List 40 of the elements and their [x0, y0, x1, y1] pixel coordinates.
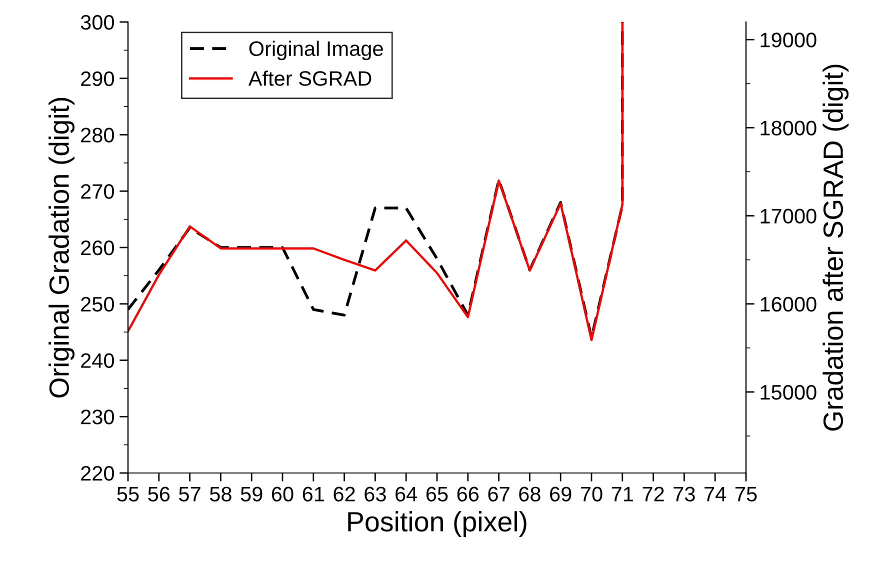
y2-tick-label: 19000 — [760, 32, 816, 48]
x-tick-label: 68 — [519, 486, 540, 502]
legend-label: After SGRAD — [248, 70, 372, 86]
x-tick-label: 59 — [240, 486, 262, 502]
y-tick-label: 290 — [81, 71, 114, 86]
x-tick-label: 64 — [396, 486, 418, 502]
x-tick-label: 58 — [210, 486, 232, 502]
y2-tick-label: 17000 — [760, 208, 816, 224]
legend-label: Original Image — [249, 40, 383, 60]
x-tick-label: 57 — [179, 486, 200, 502]
x-tick-label: 74 — [704, 486, 726, 502]
x-axis-title: Position (pixel) — [348, 511, 526, 538]
y-tick-label: 250 — [81, 296, 114, 312]
x-tick-label: 69 — [550, 486, 572, 502]
y-tick-label: 240 — [81, 353, 114, 368]
x-tick-label: 67 — [488, 486, 510, 502]
x-tick-label: 65 — [426, 486, 448, 502]
y2-axis-title: Gradation after SGRAD (digit) — [822, 64, 849, 431]
x-tick-label: 75 — [735, 486, 757, 502]
y-tick-label: 260 — [81, 240, 114, 256]
x-tick-label: 55 — [117, 486, 139, 502]
x-tick-label: 71 — [612, 486, 633, 502]
y-tick-label: 220 — [81, 466, 114, 481]
x-tick-label: 73 — [674, 486, 695, 502]
x-tick-label: 61 — [302, 486, 324, 502]
x-tick-label: 70 — [580, 486, 602, 502]
y2-tick-label: 18000 — [760, 120, 816, 136]
y-tick-label: 300 — [80, 15, 114, 30]
x-tick-label: 66 — [457, 486, 479, 502]
y-tick-label: 270 — [81, 184, 114, 199]
x-tick-label: 63 — [364, 486, 386, 502]
x-tick-label: 72 — [642, 486, 664, 502]
x-tick-label: 60 — [272, 486, 294, 502]
y2-tick-label: 15000 — [760, 384, 816, 400]
y-axis-title: Original Gradation (digit) — [48, 98, 74, 398]
x-tick-label: 56 — [148, 486, 170, 502]
y-tick-label: 280 — [81, 128, 114, 143]
y-tick-label: 230 — [81, 410, 114, 424]
x-tick-label: 62 — [334, 486, 355, 502]
y2-tick-label: 16000 — [760, 296, 816, 312]
